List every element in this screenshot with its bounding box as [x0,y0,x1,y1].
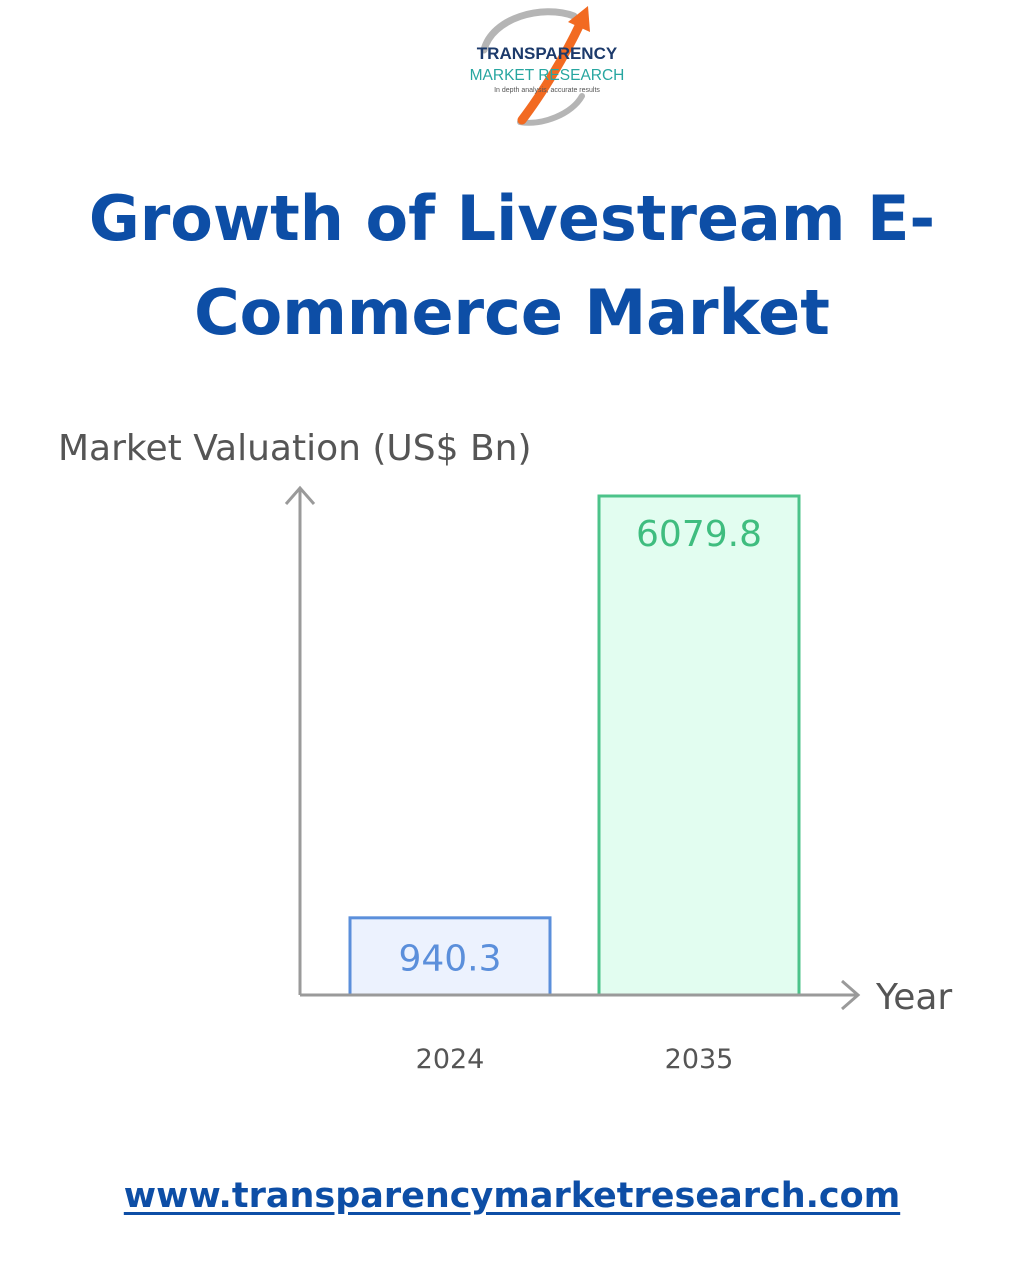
bar-2035 [597,494,801,997]
y-axis-arrowhead [284,485,316,505]
logo-line2: MARKET RESEARCH [470,67,625,84]
logo-arrowhead [568,6,590,32]
data-label-2035: 6079.8 [636,514,762,555]
logo-swoosh-gray [480,8,578,54]
website-link[interactable]: www.transparencymarketresearch.com [123,1176,901,1216]
page-title: Growth of Livestream E- Commerce Market [0,172,1024,360]
logo-line1: TRANSPARENCY [477,44,618,63]
arrow-swoosh-icon [517,19,585,125]
title-line-2: Commerce Market [194,276,830,349]
x-axis-arrowhead [841,979,861,1011]
x-axis-label: Year [875,977,952,1018]
logo-tagline: In depth analysis, accurate results [494,87,600,94]
data-label-2024: 940.3 [398,938,501,979]
y-axis-label: Market Valuation (US$ Bn) [58,428,532,469]
company-logo: TRANSPARENCY MARKET RESEARCH In depth an… [462,4,632,128]
x-tick-label-2035: 2035 [665,1044,734,1075]
bar-2024 [348,916,552,997]
title-line-1: Growth of Livestream E- [88,182,936,255]
x-tick-label-2024: 2024 [416,1044,485,1075]
logo-swoosh-gray-lower [517,93,585,126]
bar-chart: Market Valuation (US$ Bn) 940.3 2024 6079.8… [58,428,952,1075]
